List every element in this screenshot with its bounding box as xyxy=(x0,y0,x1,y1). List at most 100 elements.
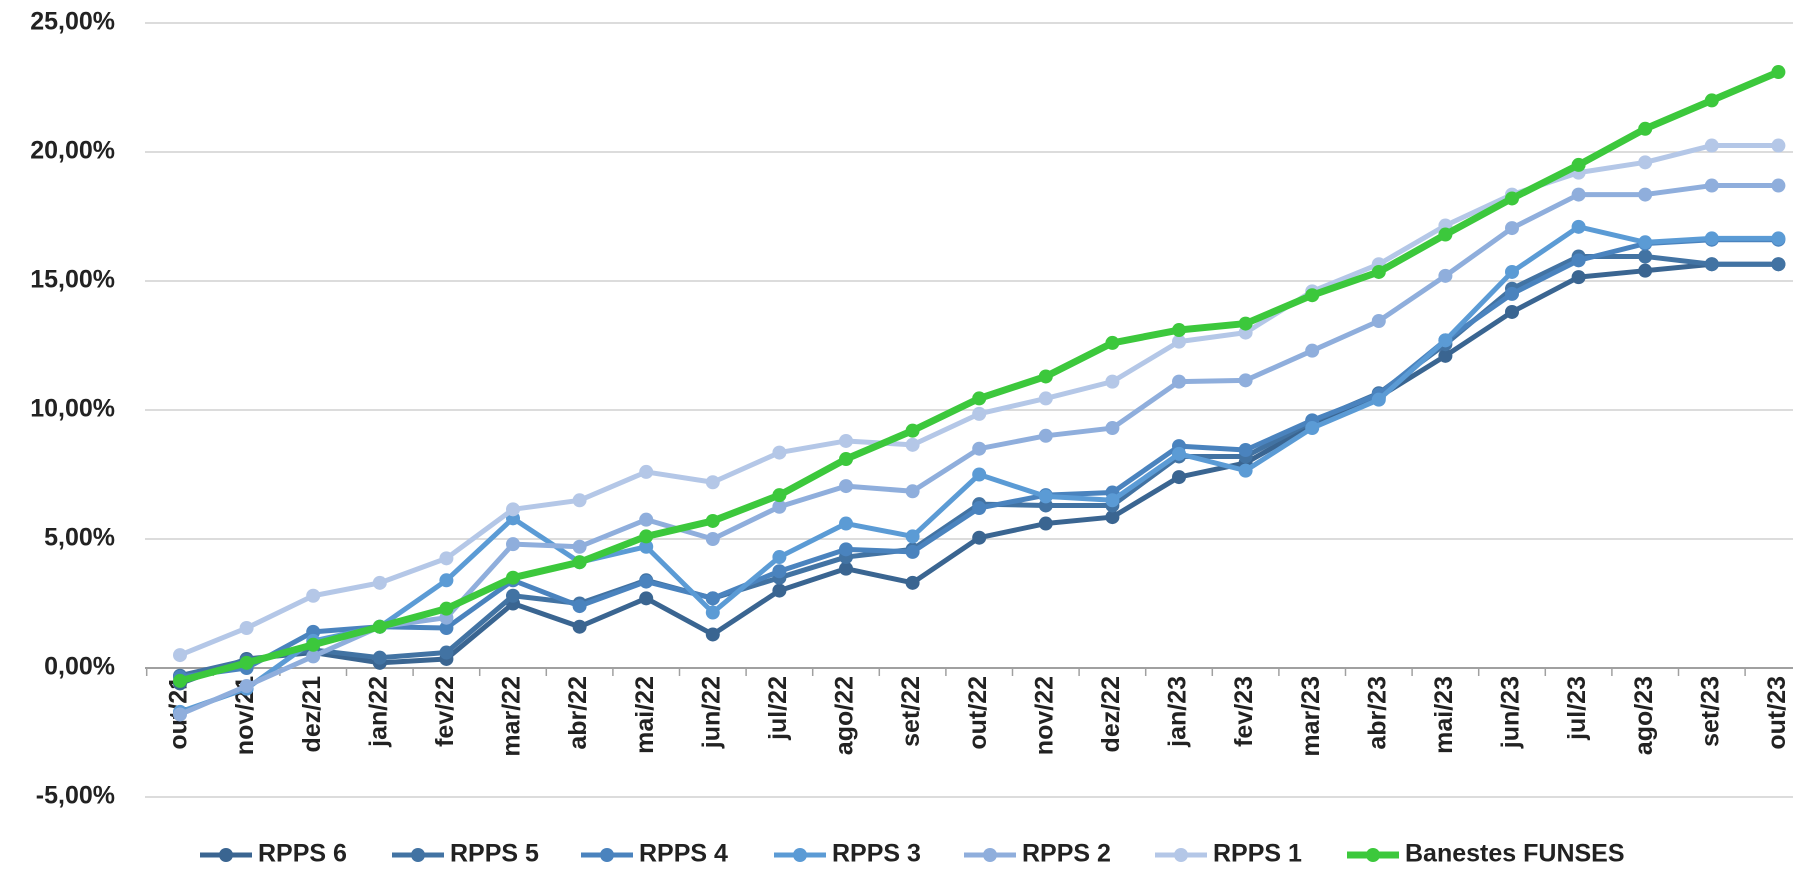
data-point xyxy=(506,537,520,552)
y-tick-label: 10,00% xyxy=(30,395,115,423)
data-point xyxy=(173,648,187,663)
data-point xyxy=(1505,286,1519,301)
data-point xyxy=(1771,231,1786,246)
y-tick-label: 25,00% xyxy=(30,8,115,36)
data-point xyxy=(1038,428,1053,443)
data-point xyxy=(639,464,654,479)
data-point xyxy=(372,650,387,665)
y-tick-label: 20,00% xyxy=(30,137,115,165)
data-point xyxy=(1571,219,1586,234)
x-tick-label: jul/22 xyxy=(764,676,792,741)
data-point xyxy=(1038,391,1053,406)
data-point xyxy=(972,501,987,516)
legend-marker xyxy=(600,848,614,862)
legend-marker xyxy=(219,848,233,862)
data-point xyxy=(1505,304,1519,319)
data-point xyxy=(1172,446,1186,461)
x-tick-label: jun/22 xyxy=(697,676,725,749)
data-point xyxy=(1172,323,1186,338)
data-point xyxy=(1438,268,1453,283)
data-point xyxy=(1105,421,1120,436)
data-point xyxy=(705,591,720,606)
data-point xyxy=(1238,316,1253,331)
data-point xyxy=(639,591,654,606)
x-tick-label: mai/22 xyxy=(631,676,659,754)
data-point xyxy=(972,406,987,421)
data-point xyxy=(506,588,520,603)
data-point xyxy=(839,561,853,576)
data-point xyxy=(1771,257,1786,272)
data-point xyxy=(1172,374,1186,389)
data-point xyxy=(572,619,587,634)
data-point xyxy=(839,452,853,467)
data-point xyxy=(439,551,454,566)
data-point xyxy=(1505,191,1519,206)
legend-marker xyxy=(983,848,997,862)
data-point xyxy=(1771,65,1786,80)
x-tick-label: out/23 xyxy=(1763,676,1791,750)
legend-label: RPPS 4 xyxy=(639,840,728,868)
data-point xyxy=(1305,421,1320,436)
data-point xyxy=(173,707,187,722)
data-point xyxy=(772,583,787,598)
data-point xyxy=(439,621,454,636)
x-tick-label: ago/23 xyxy=(1630,676,1658,755)
x-tick-label: jul/23 xyxy=(1563,676,1591,741)
data-point xyxy=(772,550,787,565)
x-tick-label: jan/23 xyxy=(1164,676,1192,748)
data-point xyxy=(306,637,321,652)
data-point xyxy=(1438,333,1453,348)
legend-label: RPPS 1 xyxy=(1213,840,1302,868)
data-point xyxy=(972,441,987,456)
data-point xyxy=(1505,221,1519,236)
data-point xyxy=(705,513,720,528)
data-point xyxy=(839,479,853,494)
data-point xyxy=(1438,227,1453,242)
data-point xyxy=(173,673,187,688)
data-point xyxy=(1371,392,1386,407)
x-tick-label: out/22 xyxy=(964,676,992,750)
data-point xyxy=(1704,231,1719,246)
y-tick-label: -5,00% xyxy=(36,782,115,810)
y-tick-label: 5,00% xyxy=(44,524,115,552)
x-tick-label: mar/23 xyxy=(1297,676,1325,757)
x-tick-label: fev/22 xyxy=(431,676,459,747)
data-point xyxy=(772,488,787,503)
data-point xyxy=(1371,313,1386,328)
data-point xyxy=(572,539,587,554)
data-point xyxy=(1571,187,1586,202)
data-point xyxy=(705,627,720,642)
data-point xyxy=(1038,489,1053,504)
data-point xyxy=(705,475,720,490)
data-point xyxy=(1238,463,1253,478)
data-point xyxy=(1105,493,1120,508)
data-point xyxy=(1771,178,1786,193)
data-point xyxy=(972,391,987,406)
x-tick-label: dez/21 xyxy=(298,676,326,753)
data-point xyxy=(905,423,920,438)
data-point xyxy=(639,574,654,589)
data-point xyxy=(239,655,254,670)
data-point xyxy=(1571,270,1586,285)
data-point xyxy=(1105,335,1120,350)
legend-marker xyxy=(411,848,425,862)
data-point xyxy=(1571,157,1586,172)
data-point xyxy=(372,619,387,634)
data-point xyxy=(705,532,720,546)
x-tick-label: abr/23 xyxy=(1363,676,1391,750)
data-point xyxy=(1638,187,1653,202)
data-point xyxy=(639,539,654,554)
data-point xyxy=(972,530,987,545)
data-point xyxy=(1638,249,1653,264)
x-tick-label: set/22 xyxy=(897,676,925,747)
data-point xyxy=(306,588,321,603)
data-point xyxy=(572,555,587,570)
data-point xyxy=(1638,263,1653,278)
x-tick-label: abr/22 xyxy=(564,676,592,750)
data-point xyxy=(1105,374,1120,389)
data-point xyxy=(1771,138,1786,153)
legend-marker xyxy=(793,848,807,862)
data-point xyxy=(1038,369,1053,384)
data-point xyxy=(1438,348,1453,363)
data-point xyxy=(905,529,920,544)
